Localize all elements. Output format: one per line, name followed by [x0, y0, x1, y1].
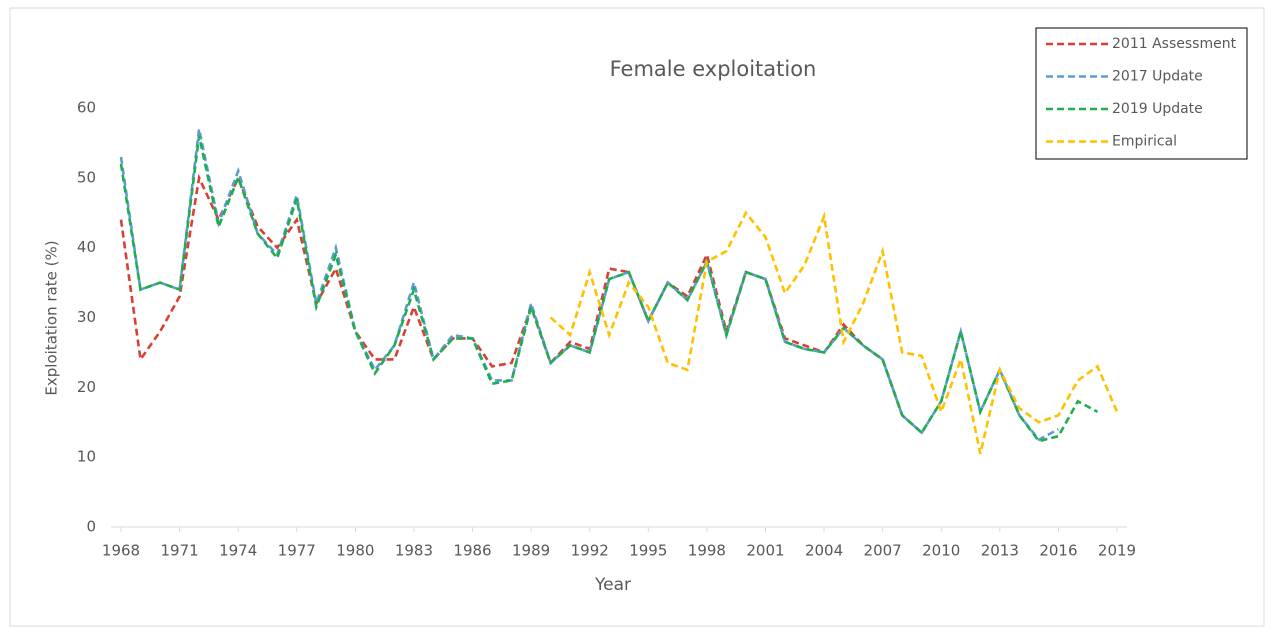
x-tick-label: 1995	[629, 542, 667, 560]
y-tick-label: 50	[77, 168, 96, 186]
x-tick-label: 2013	[981, 542, 1019, 560]
y-tick-label: 0	[86, 518, 96, 536]
x-tick-label: 2010	[922, 542, 960, 560]
x-tick-label: 1986	[453, 542, 491, 560]
x-tick-label: 1983	[395, 542, 433, 560]
legend-box	[1035, 27, 1248, 160]
y-tick-label: 10	[77, 448, 96, 466]
y-axis-label: Exploitation rate (%)	[43, 240, 61, 395]
series-line	[119, 173, 923, 434]
x-tick-label: 1998	[688, 542, 726, 560]
y-tick-label: 60	[77, 99, 96, 117]
x-tick-label: 1989	[512, 542, 550, 560]
x-tick-label: 1974	[219, 542, 257, 560]
x-tick-label: 1980	[336, 542, 374, 560]
x-tick-label: 1968	[102, 542, 140, 560]
x-tick-label: 2004	[805, 542, 843, 560]
legend-label: 2017 Update	[1112, 69, 1203, 85]
x-axis-label: Year	[594, 575, 631, 595]
series-line	[549, 210, 1119, 454]
x-tick-label: 2016	[1039, 542, 1077, 560]
legend-label: 2019 Update	[1112, 101, 1203, 117]
series-line	[119, 135, 1099, 443]
x-tick-label: 2007	[864, 542, 902, 560]
legend-label: Empirical	[1112, 134, 1177, 150]
x-tick-label: 1971	[160, 542, 198, 560]
x-tick-label: 2019	[1098, 542, 1136, 560]
x-tick-label: 2001	[746, 542, 784, 560]
legend-label: 2011 Assessment	[1112, 36, 1237, 52]
y-tick-label: 40	[77, 238, 96, 256]
y-tick-label: 30	[77, 308, 96, 326]
x-tick-label: 1992	[571, 542, 609, 560]
y-tick-label: 20	[77, 378, 96, 396]
x-tick-label: 1977	[278, 542, 316, 560]
chart-title: Female exploitation	[610, 57, 817, 81]
